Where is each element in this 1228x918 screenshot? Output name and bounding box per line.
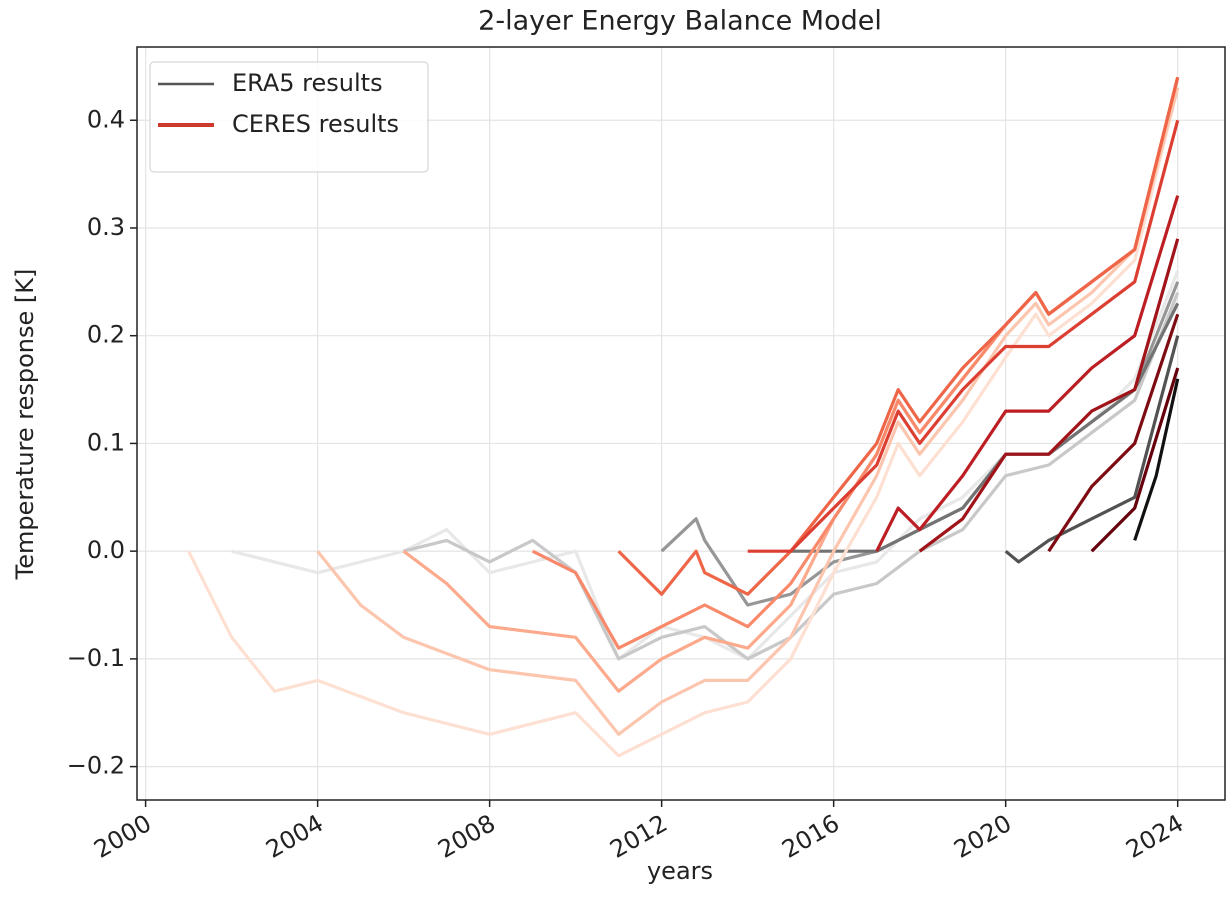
x-tick-label: 2008 — [433, 809, 500, 864]
x-tick-label: 2004 — [261, 809, 328, 864]
series-line — [790, 302, 1180, 553]
series-line — [1133, 378, 1180, 541]
series-line — [875, 195, 1180, 552]
x-tick-label: 2000 — [89, 809, 156, 864]
chart-title: 2-layer Energy Balance Model — [478, 6, 882, 37]
x-tick-label: 2016 — [777, 809, 844, 864]
y-tick-label: 0.3 — [87, 213, 125, 241]
y-tick-label: −0.1 — [67, 644, 125, 672]
series-line — [1004, 335, 1180, 564]
series-line — [231, 270, 1180, 661]
grid — [137, 47, 1225, 800]
series-line — [918, 238, 1180, 553]
legend-label: CERES results — [232, 110, 399, 138]
y-tick-label: 0.0 — [87, 536, 125, 564]
series-line — [1047, 313, 1180, 553]
x-tick-label: 2020 — [949, 809, 1016, 864]
legend: ERA5 results CERES results — [149, 61, 429, 173]
y-tick-label: 0.4 — [87, 105, 125, 133]
plot-frame — [136, 46, 1226, 801]
legend-label: ERA5 results — [232, 69, 383, 97]
plot-lines — [187, 76, 1180, 758]
series-line — [316, 87, 1180, 736]
series-line — [617, 76, 1180, 596]
series-line — [187, 87, 1180, 758]
legend-box — [149, 61, 429, 173]
x-axis-label: years — [647, 857, 713, 885]
series-line — [1090, 367, 1180, 553]
series-line — [402, 76, 1180, 693]
x-tick-label: 2012 — [605, 809, 672, 864]
y-tick-label: 0.2 — [87, 321, 125, 349]
y-tick-label: 0.1 — [87, 428, 125, 456]
x-tick-label: 2024 — [1121, 809, 1188, 864]
series-line — [747, 119, 1180, 553]
y-axis-label: Temperature response [K] — [11, 269, 39, 581]
y-tick-label: −0.2 — [67, 752, 125, 780]
